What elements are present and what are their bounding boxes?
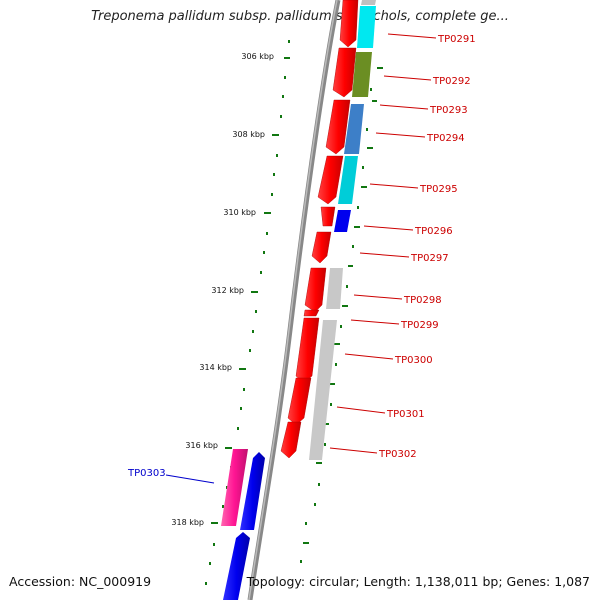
gene-block bbox=[320, 206, 336, 227]
gene-block bbox=[317, 155, 344, 205]
gene-block bbox=[338, 156, 358, 204]
kbp-label: 306 kbp bbox=[241, 52, 274, 61]
gene-block bbox=[303, 309, 320, 317]
gene-block bbox=[361, 0, 376, 5]
gene-block bbox=[309, 320, 337, 460]
gene-label-tp0296[interactable]: TP0296 bbox=[414, 226, 453, 237]
gene-label-tp0301[interactable]: TP0301 bbox=[386, 409, 425, 420]
genome-backbone-highlight bbox=[248, 0, 338, 600]
kbp-labels: 306 kbp 308 kbp 310 kbp 312 kbp 314 kbp … bbox=[171, 52, 274, 527]
gene-label-tp0303[interactable]: TP0303 bbox=[127, 468, 166, 479]
red-gene-band bbox=[280, 0, 359, 459]
gene-block bbox=[326, 268, 343, 309]
gene-block bbox=[221, 449, 248, 526]
gene-block bbox=[311, 231, 332, 264]
label-connectors bbox=[165, 33, 437, 484]
gene-block bbox=[339, 0, 359, 48]
gene-block bbox=[287, 377, 312, 426]
minus-strand-genes bbox=[221, 449, 265, 600]
gene-label-tp0300[interactable]: TP0300 bbox=[394, 355, 433, 366]
gene-label-tp0302[interactable]: TP0302 bbox=[378, 449, 417, 460]
kbp-label: 316 kbp bbox=[185, 441, 218, 450]
gene-labels: TP0291 TP0292 TP0293 TP0294 TP0295 TP029… bbox=[127, 34, 476, 479]
gene-block bbox=[334, 210, 351, 232]
gene-block bbox=[352, 52, 372, 97]
gene-label-tp0294[interactable]: TP0294 bbox=[426, 133, 465, 144]
kbp-label: 318 kbp bbox=[171, 518, 204, 527]
gene-block bbox=[344, 104, 364, 154]
outer-gene-band bbox=[309, 0, 376, 460]
gene-label-tp0295[interactable]: TP0295 bbox=[419, 184, 458, 195]
gene-block bbox=[295, 317, 320, 384]
gene-block bbox=[223, 532, 250, 600]
gene-label-tp0297[interactable]: TP0297 bbox=[410, 253, 449, 264]
gene-block bbox=[304, 267, 327, 313]
gene-block bbox=[280, 421, 302, 459]
genome-backbone bbox=[247, 0, 341, 600]
gene-label-tp0291[interactable]: TP0291 bbox=[437, 34, 476, 45]
gene-label-tp0298[interactable]: TP0298 bbox=[403, 295, 442, 306]
kbp-label: 312 kbp bbox=[211, 286, 244, 295]
kbp-label: 308 kbp bbox=[232, 130, 265, 139]
gene-label-tp0293[interactable]: TP0293 bbox=[429, 105, 468, 116]
kbp-label: 314 kbp bbox=[199, 363, 232, 372]
map-title: Treponema pallidum subsp. pallidum str. … bbox=[91, 9, 509, 24]
gene-label-tp0292[interactable]: TP0292 bbox=[432, 76, 471, 87]
topology-label: Topology: circular; Length: 1,138,011 bp… bbox=[246, 574, 590, 589]
gene-label-tp0299[interactable]: TP0299 bbox=[400, 320, 439, 331]
accession-label: Accession: NC_000919 bbox=[9, 574, 152, 589]
gene-block bbox=[332, 47, 357, 98]
gene-block bbox=[240, 452, 265, 530]
gene-block bbox=[325, 99, 351, 155]
gene-block bbox=[357, 6, 376, 48]
kbp-label: 310 kbp bbox=[223, 208, 256, 217]
